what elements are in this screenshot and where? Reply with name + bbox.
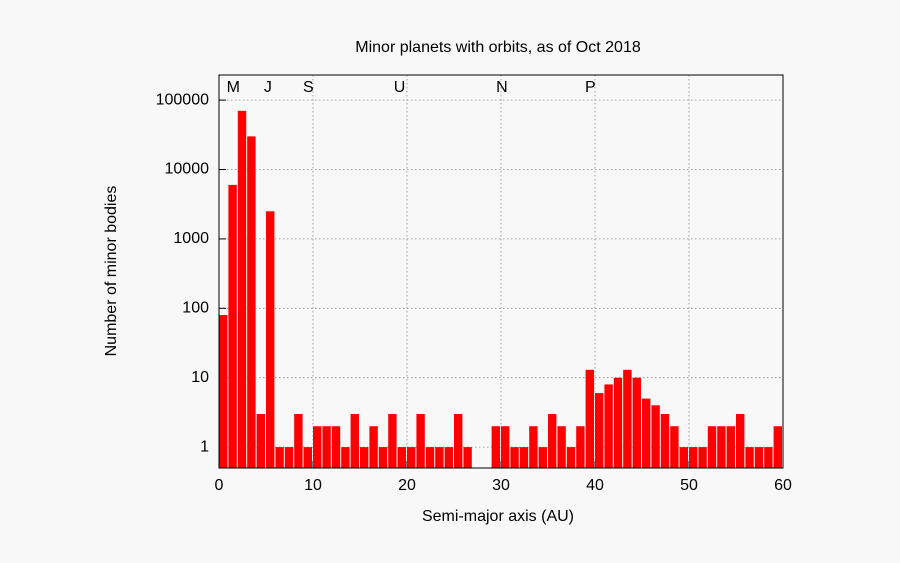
bar: [322, 426, 331, 468]
bar: [689, 447, 698, 468]
bar: [360, 447, 369, 468]
annotation: J: [264, 79, 272, 96]
x-tick-label: 50: [680, 477, 698, 494]
bar: [454, 413, 463, 468]
bar: [407, 447, 416, 468]
bar: [397, 447, 406, 468]
bar: [510, 447, 519, 468]
bar: [266, 211, 275, 469]
bar: [651, 405, 660, 468]
y-tick-label: 100000: [156, 91, 209, 108]
bar: [613, 377, 623, 468]
bar: [548, 413, 557, 468]
bar: [303, 447, 312, 468]
bar: [566, 447, 576, 468]
bar: [275, 447, 284, 468]
annotation: S: [303, 79, 314, 96]
bar: [463, 447, 472, 468]
bar: [529, 426, 538, 468]
bar: [294, 413, 303, 468]
bar: [726, 426, 735, 468]
bar: [595, 393, 604, 468]
bar: [388, 413, 397, 468]
bar: [576, 426, 585, 468]
bar: [698, 447, 707, 468]
bar: [754, 447, 764, 468]
bar: [764, 447, 773, 468]
bar: [632, 377, 641, 468]
bar: [604, 384, 613, 468]
bar: [313, 426, 322, 468]
x-tick-label: 0: [215, 477, 224, 494]
bar: [491, 426, 500, 468]
bar: [773, 426, 782, 468]
y-tick-label: 100: [182, 300, 209, 317]
bar: [501, 426, 510, 468]
bar: [585, 369, 594, 468]
bar: [331, 426, 341, 468]
bar: [247, 136, 256, 469]
bar: [350, 413, 359, 468]
y-tick-label: 1: [200, 438, 209, 455]
x-tick-label: 60: [774, 477, 792, 494]
x-tick-label: 20: [398, 477, 416, 494]
bar: [736, 413, 745, 468]
bar: [341, 447, 350, 468]
bar: [707, 426, 717, 468]
bar: [435, 447, 444, 468]
bar: [378, 447, 388, 468]
annotation: P: [585, 79, 596, 96]
y-tick-label: 1000: [173, 230, 209, 247]
x-tick-label: 40: [586, 477, 604, 494]
bar: [237, 110, 247, 469]
chart-title: Minor planets with orbits, as of Oct 201…: [355, 39, 641, 56]
bar: [660, 413, 670, 468]
bar: [670, 426, 679, 468]
annotation: U: [394, 79, 406, 96]
bar: [623, 369, 632, 468]
bar: [228, 184, 237, 469]
bar: [679, 447, 688, 468]
bar: [416, 413, 425, 468]
bar: [256, 413, 265, 468]
bar: [717, 426, 726, 468]
bar: [425, 447, 435, 468]
bar: [369, 426, 378, 468]
bar: [444, 447, 453, 468]
bar: [519, 447, 529, 468]
bar: [284, 447, 294, 468]
x-tick-label: 10: [304, 477, 322, 494]
y-tick-label: 10: [191, 369, 209, 386]
bar: [557, 426, 566, 468]
y-axis-label: Number of minor bodies: [103, 186, 120, 357]
y-tick-label: 10000: [165, 161, 210, 178]
bar: [219, 315, 228, 468]
x-axis-label: Semi-major axis (AU): [422, 508, 574, 525]
annotation: N: [496, 79, 508, 96]
annotation: M: [227, 79, 240, 96]
bar: [642, 398, 651, 468]
bar: [745, 447, 754, 468]
bar: [538, 447, 547, 468]
plot-frame: [218, 74, 784, 469]
x-tick-label: 30: [492, 477, 510, 494]
